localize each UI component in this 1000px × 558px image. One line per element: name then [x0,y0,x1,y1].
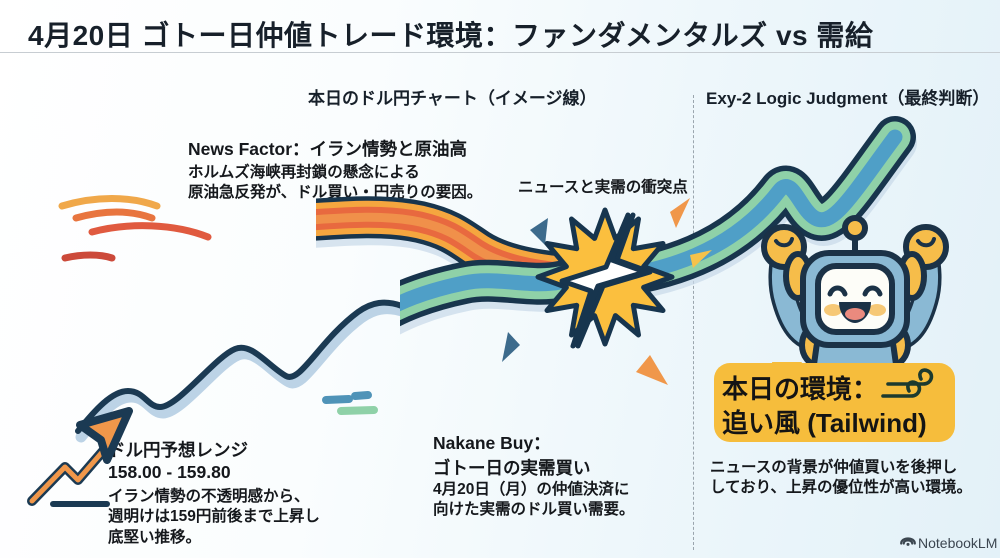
svg-text:NotebookLM: NotebookLM [918,535,997,551]
